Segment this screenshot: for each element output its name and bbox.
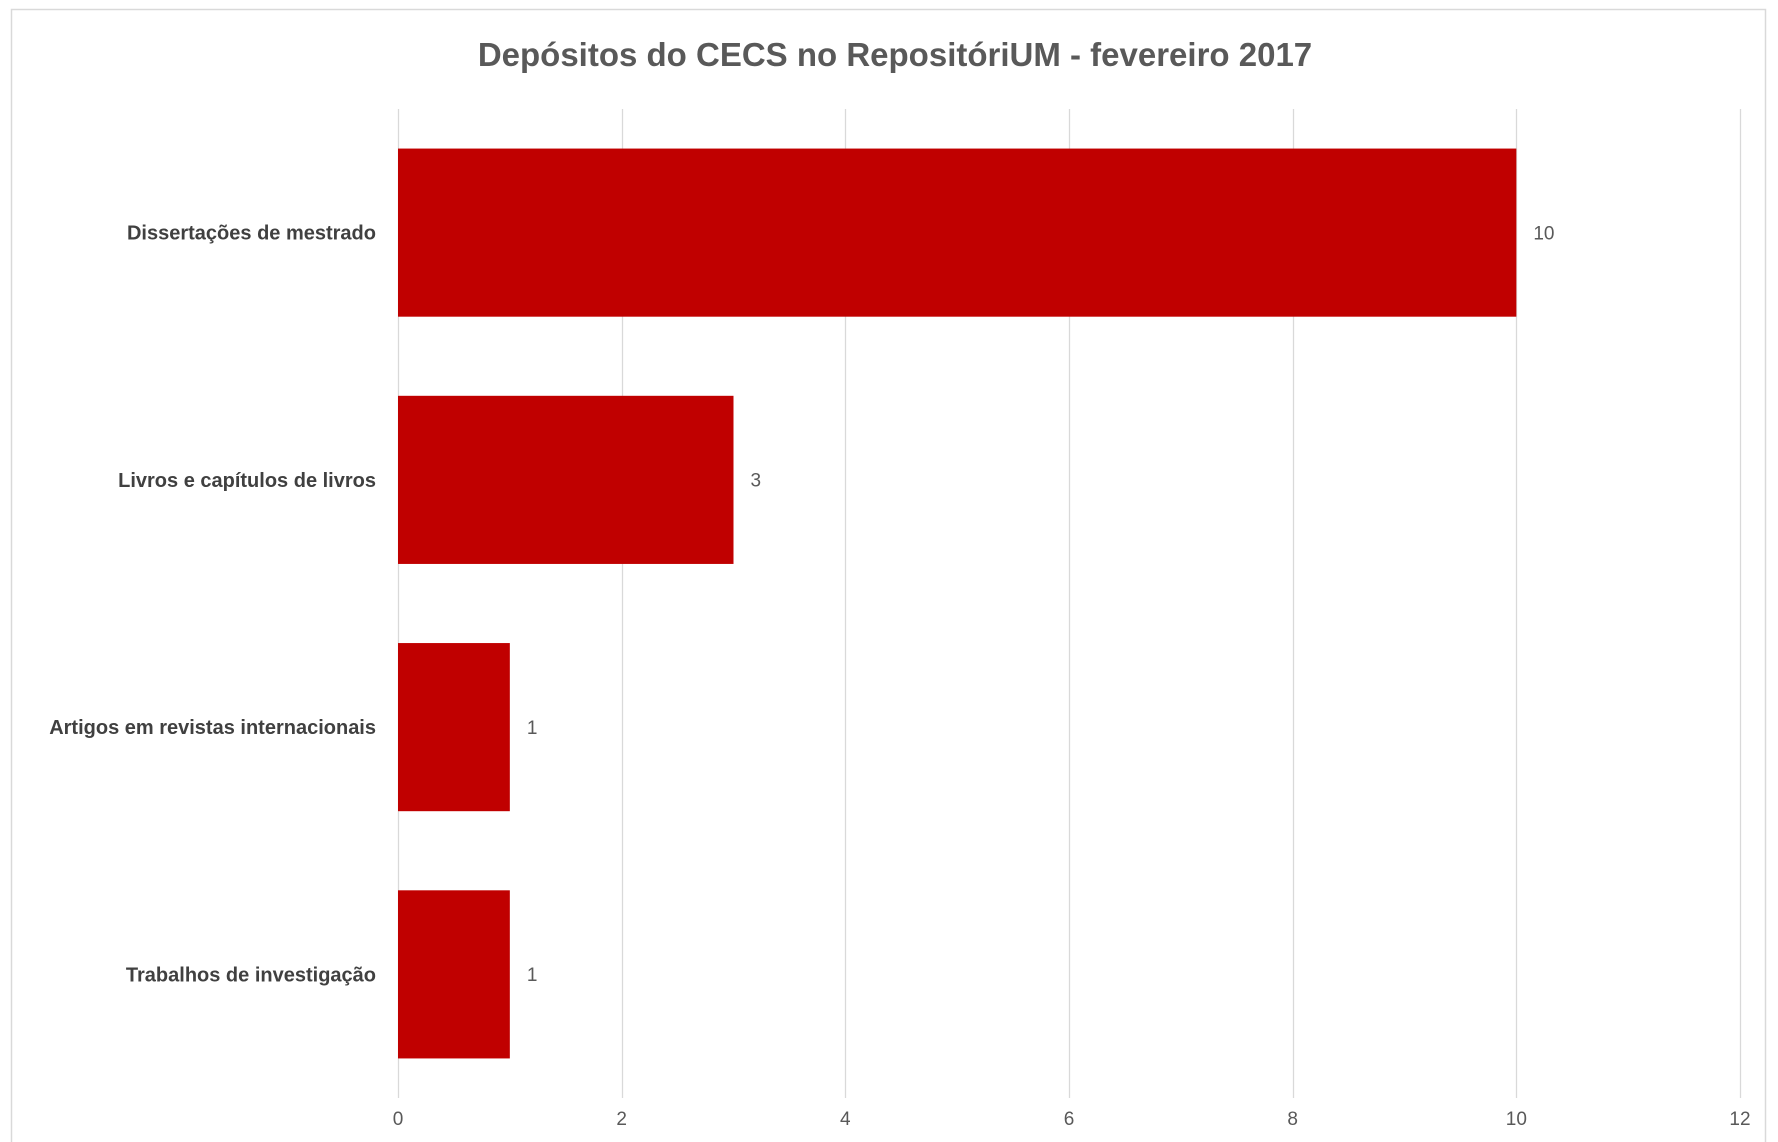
x-tick-label: 0	[393, 1109, 404, 1130]
x-tick-label: 2	[616, 1109, 627, 1130]
x-tick-label: 8	[1287, 1109, 1298, 1130]
x-axis-tick-labels: 0 2 4 6 8 10 12	[393, 1109, 1751, 1130]
chart-frame	[10, 8, 1767, 1142]
category-labels: Dissertações de mestrado Livros e capítul…	[49, 223, 376, 987]
chart-title: Depósitos do CECS no RepositóriUM - feve…	[478, 36, 1312, 73]
category-label: Artigos em revistas internacionais	[49, 717, 376, 739]
bar	[398, 643, 510, 812]
bars	[398, 148, 1517, 1059]
bar	[398, 148, 1517, 317]
data-label: 1	[527, 965, 538, 986]
x-tick-label: 10	[1506, 1109, 1527, 1130]
category-label: Livros e capítulos de livros	[118, 470, 376, 492]
bar	[398, 395, 734, 564]
x-tick-label: 4	[840, 1109, 851, 1130]
data-label: 1	[527, 718, 538, 739]
x-tick-label: 6	[1064, 1109, 1075, 1130]
x-tick-label: 12	[1729, 1109, 1750, 1130]
category-label: Trabalhos de investigação	[126, 964, 376, 986]
data-label: 10	[1533, 223, 1554, 244]
category-label: Dissertações de mestrado	[127, 223, 376, 245]
data-labels: 10 3 1 1	[527, 223, 1555, 986]
bar	[398, 890, 510, 1059]
data-label: 3	[751, 471, 762, 492]
